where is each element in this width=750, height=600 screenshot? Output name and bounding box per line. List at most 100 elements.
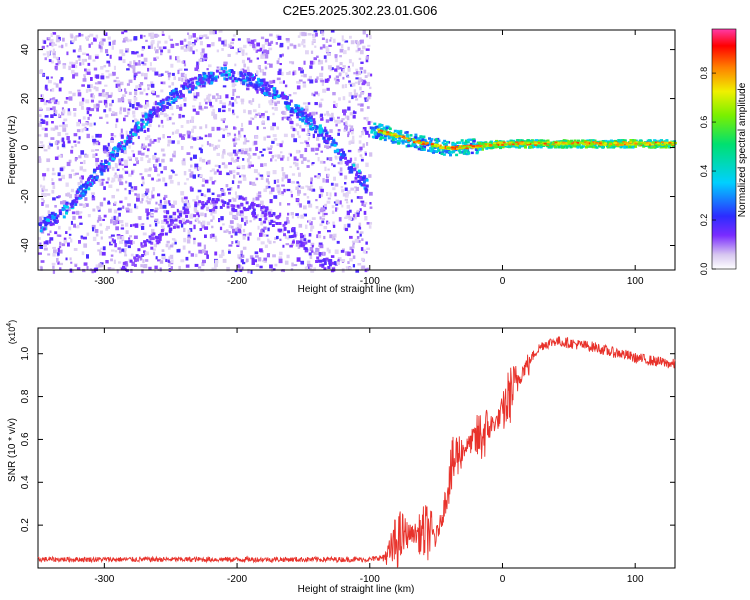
spectrogram-cell xyxy=(165,258,168,263)
spectrogram-cell xyxy=(111,45,114,50)
spectrogram-cell xyxy=(154,207,159,211)
spectrogram-cell xyxy=(209,234,213,239)
spectrogram-cell xyxy=(143,88,146,92)
spectrogram-cell xyxy=(344,161,348,164)
spectrogram-cell xyxy=(211,168,215,172)
spectrogram-cell xyxy=(328,249,331,254)
spectrogram-cell xyxy=(129,259,133,263)
spectrogram-cell xyxy=(159,199,162,204)
spectrogram-cell xyxy=(46,53,50,58)
spectrogram-cell xyxy=(360,108,364,112)
spectrogram-cell xyxy=(208,64,212,68)
spectrogram-cell xyxy=(359,154,363,157)
spectrogram-cell xyxy=(52,269,56,274)
spectrogram-cell xyxy=(117,86,121,92)
spectrogram-cell xyxy=(366,82,370,86)
spectrogram-cell xyxy=(202,178,206,182)
spectrogram-cell xyxy=(316,234,319,239)
spectrogram-cell xyxy=(378,124,382,128)
spectrogram-cell xyxy=(365,130,369,135)
spectrogram-cell xyxy=(199,126,203,130)
spectrogram-cell xyxy=(245,52,248,56)
spectrogram-cell xyxy=(80,184,84,188)
spectrogram-cell xyxy=(317,133,321,137)
colorbar-tick-label: 0.0 xyxy=(699,263,709,276)
spectrogram-cell xyxy=(46,193,51,196)
spectrogram-cell xyxy=(333,141,337,145)
spectrogram-cell xyxy=(354,186,357,189)
spectrogram-cell xyxy=(85,121,88,125)
spectrogram-cell xyxy=(71,64,76,68)
spectrogram-cell xyxy=(142,62,147,66)
spectrogram-cell xyxy=(508,143,512,146)
spectrogram-cell xyxy=(667,144,671,148)
spectrogram-cell xyxy=(99,202,104,207)
spectrogram-cell xyxy=(230,46,235,49)
spectrogram-cell xyxy=(117,247,121,250)
spectrogram-cell xyxy=(199,228,203,231)
spectrogram-cell xyxy=(288,152,292,155)
spectrogram-cell xyxy=(301,234,305,238)
spectrogram-cell xyxy=(345,266,349,270)
spectrogram-cell xyxy=(169,158,173,162)
spectrogram-cell xyxy=(100,160,103,163)
spectrogram-cell xyxy=(262,205,265,209)
spectrogram-cell xyxy=(197,136,202,140)
spectrogram-cell xyxy=(349,246,353,251)
spectrogram-cell xyxy=(276,179,280,183)
spectrogram-cell xyxy=(152,235,155,239)
spectrogram-cell xyxy=(120,227,125,230)
spectrogram-cell xyxy=(237,71,242,76)
spectrogram-cell xyxy=(239,175,242,178)
spectrogram-cell xyxy=(267,227,270,232)
spectrogram-cell xyxy=(368,222,373,225)
spectrogram-cell xyxy=(323,208,326,212)
spectrogram-cell xyxy=(599,141,603,144)
spectrogram-cell xyxy=(161,249,165,252)
spectrogram-cell xyxy=(380,133,384,137)
spectrogram-cell xyxy=(92,208,96,212)
spectrogram-cell xyxy=(87,187,91,191)
spectrogram-cell xyxy=(83,262,88,266)
spectrogram-cell xyxy=(57,101,60,105)
spectrogram-cell xyxy=(316,256,320,260)
spectrogram-cell xyxy=(238,130,241,135)
spectrogram-cell xyxy=(217,139,221,142)
spectrogram-cell xyxy=(58,124,63,127)
spectrogram-cell xyxy=(263,220,267,224)
spectrogram-cell xyxy=(86,181,90,185)
spectrogram-cell xyxy=(364,187,368,191)
spectrogram-cell xyxy=(75,190,79,194)
spectrogram-cell xyxy=(133,51,137,55)
spectrogram-cell xyxy=(348,124,351,128)
spectrogram-cell xyxy=(210,212,213,216)
spectrogram-cell xyxy=(243,174,246,179)
spectrogram-cell xyxy=(200,212,204,217)
spectrogram-cell xyxy=(287,46,290,50)
spectrogram-cell xyxy=(62,64,66,69)
spectrogram-cell xyxy=(279,143,283,148)
spectrogram-cell xyxy=(38,123,42,127)
spectrogram-cell xyxy=(211,192,215,196)
spectrogram-cell xyxy=(168,175,173,180)
spectrogram-cell xyxy=(70,188,75,193)
spectrogram-cell xyxy=(203,81,207,85)
snr-y-label: SNR (10 * v/v) xyxy=(7,418,18,482)
spectrogram-cell xyxy=(261,87,265,90)
spectrogram-cell xyxy=(358,140,362,144)
spectrogram-cell xyxy=(108,62,111,67)
spectrogram-cell xyxy=(276,100,281,104)
spectrogram-cell xyxy=(350,166,353,170)
spectrogram-cell xyxy=(314,91,319,95)
spectrogram-cell xyxy=(71,200,75,204)
spectrogram-cell xyxy=(359,103,364,107)
spectrogram-cell xyxy=(313,30,318,33)
spectrogram-cell xyxy=(279,42,284,48)
spectrogram-cell xyxy=(195,49,198,52)
spectrogram-cell xyxy=(380,130,384,133)
spectrogram-cell xyxy=(198,147,202,151)
spectrogram-cell xyxy=(259,151,263,154)
spectrogram-cell xyxy=(240,203,244,207)
spectrogram-cell xyxy=(457,146,461,148)
spectrogram-cell xyxy=(537,142,541,144)
